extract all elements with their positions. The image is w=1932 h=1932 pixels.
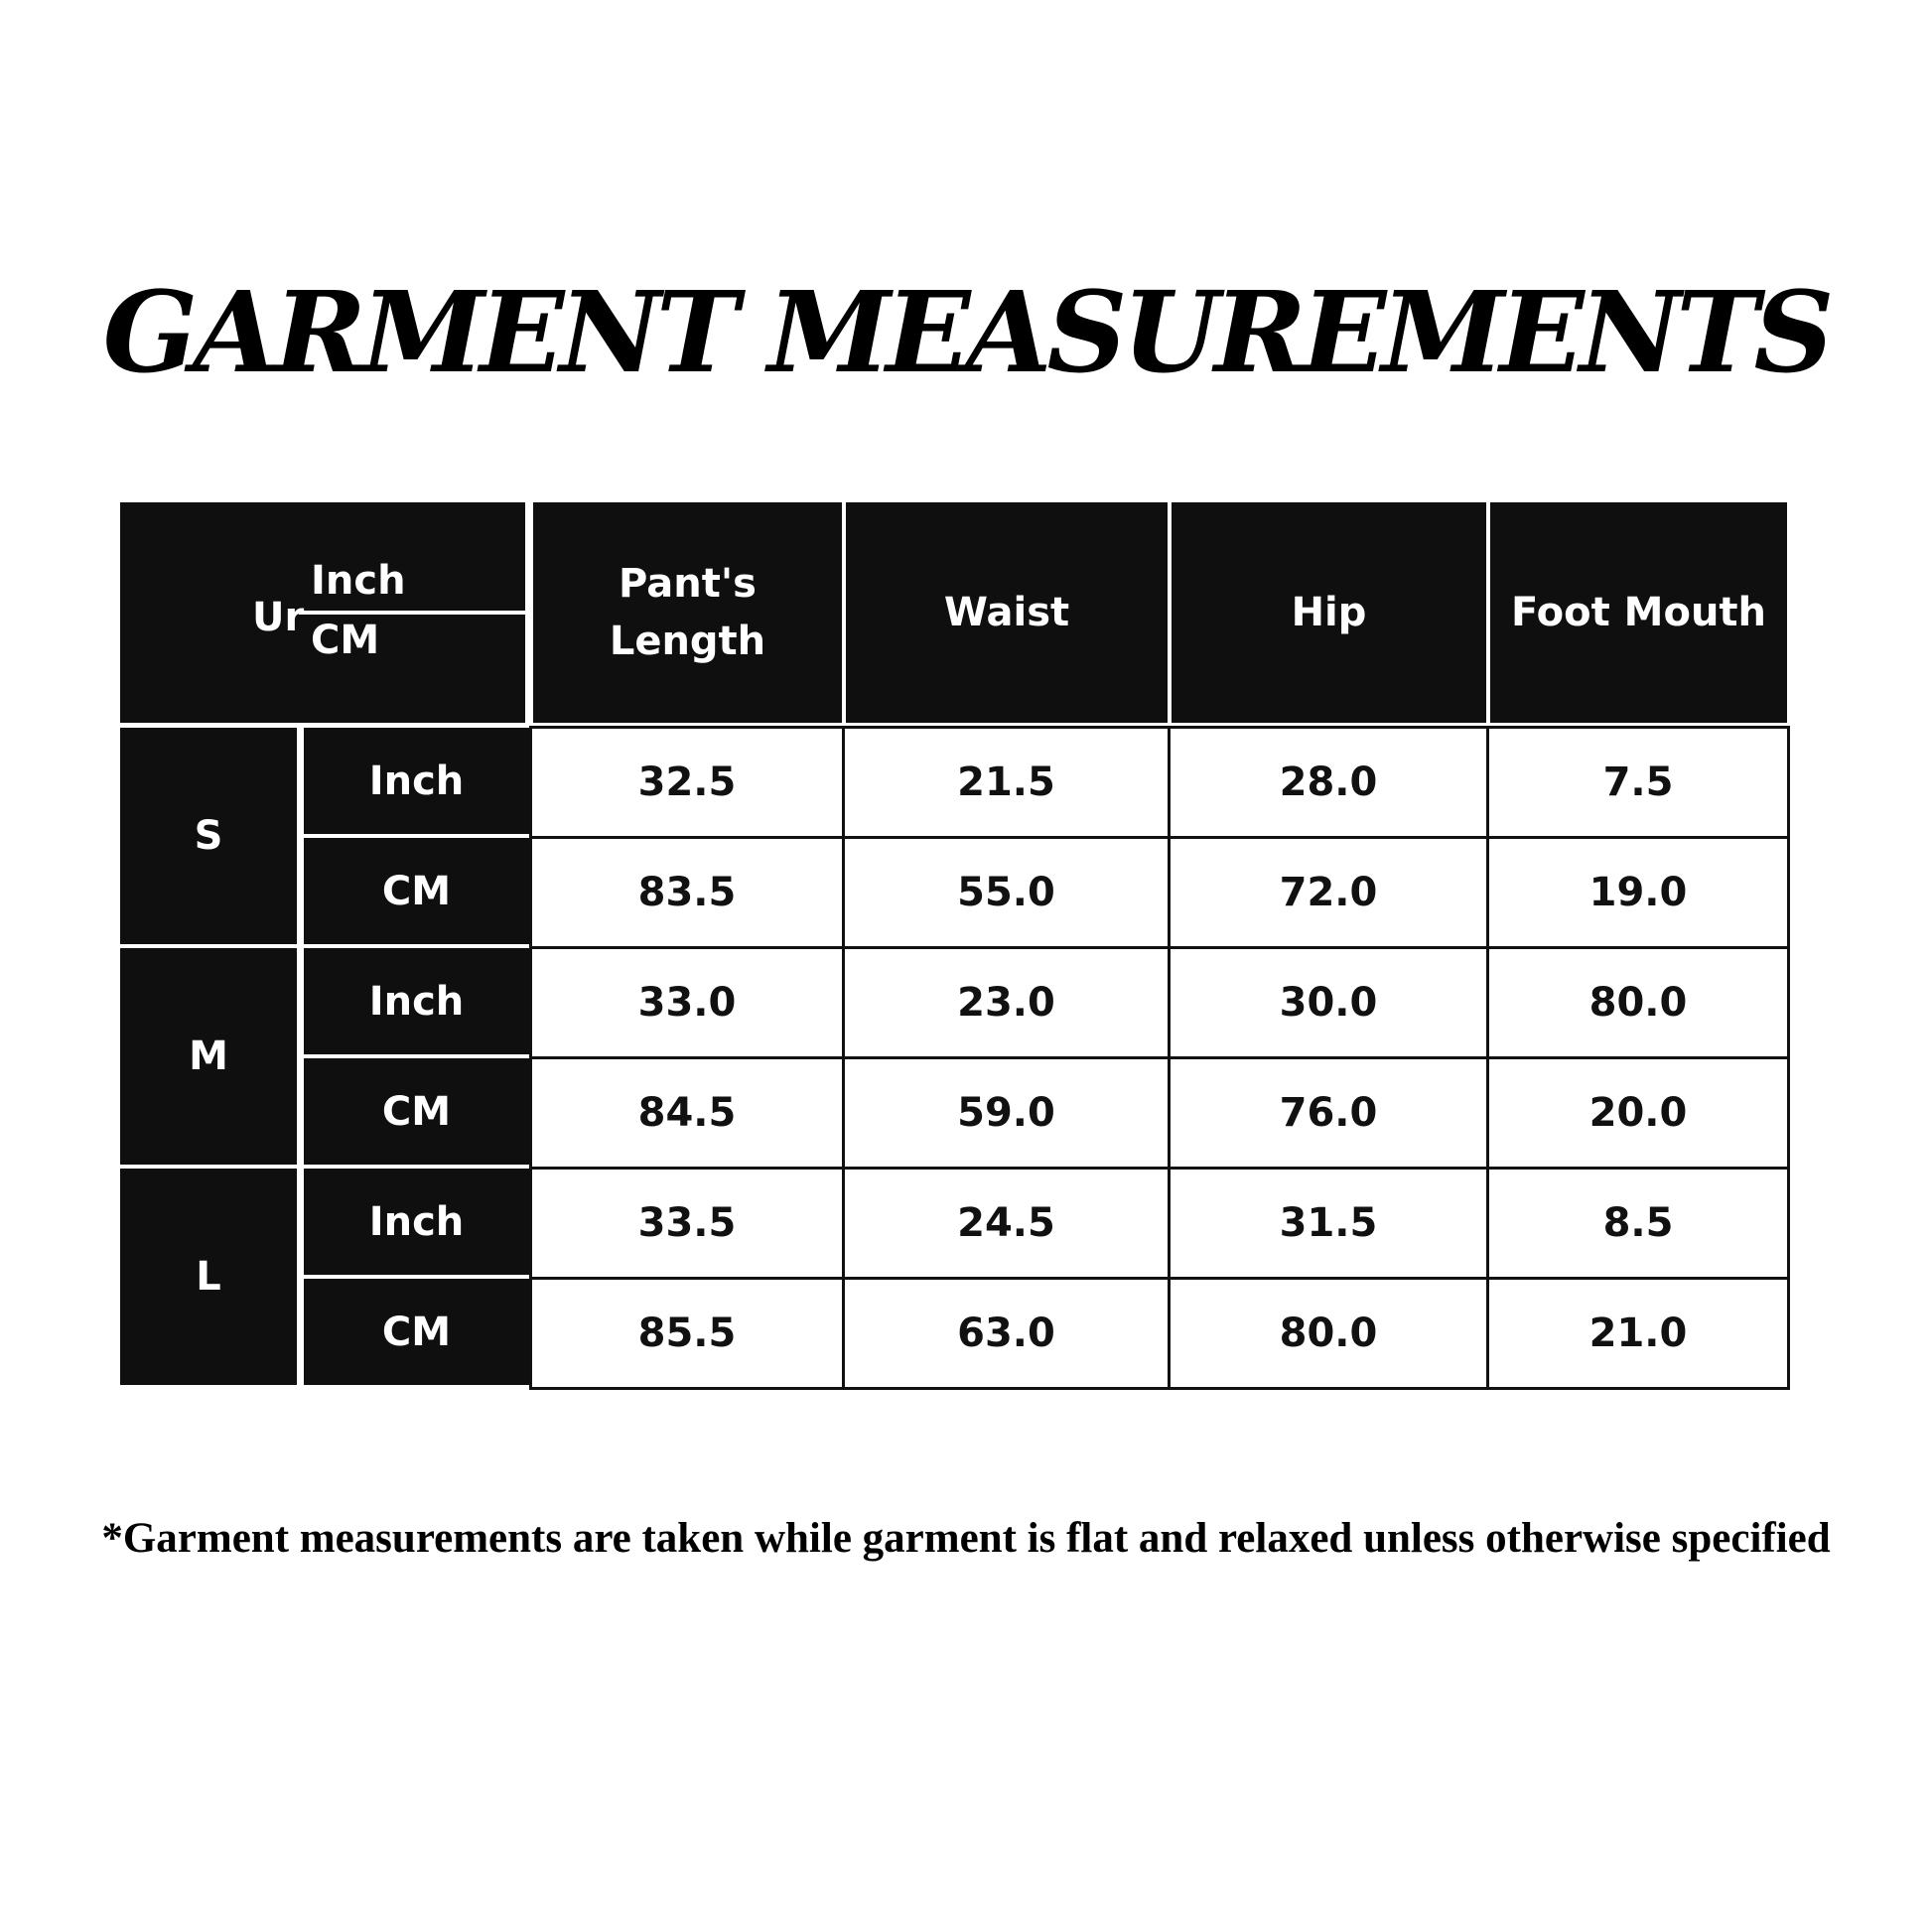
measurement-cell: 19.0 [1486,836,1790,949]
unit-label: CM [304,1279,529,1385]
measurement-cell: 33.5 [529,1167,845,1280]
measurement-cell: 55.0 [842,836,1171,949]
measurement-cell: 8.5 [1486,1167,1790,1280]
column-header: Foot Mouth [1490,502,1787,723]
measurement-cell: 33.0 [529,946,845,1059]
size-label: S [120,728,297,944]
measurement-cell: 76.0 [1168,1056,1489,1170]
measurement-cell: 7.5 [1486,726,1790,839]
measurement-cell: 32.5 [529,726,845,839]
unit-label: Ur [252,595,305,640]
column-header: Pant's Length [533,502,842,723]
measurement-cell: 24.5 [842,1167,1171,1280]
measurement-cell: 84.5 [529,1056,845,1170]
measurement-cell: 21.5 [842,726,1171,839]
measurement-cell: 63.0 [842,1277,1171,1390]
measurement-cell: 59.0 [842,1056,1171,1170]
measurement-cell: 21.0 [1486,1277,1790,1390]
measurement-cell: 80.0 [1168,1277,1489,1390]
measurement-cell: 30.0 [1168,946,1489,1059]
page-title: GARMENT MEASUREMENTS [102,268,1835,398]
column-header: Hip [1172,502,1486,723]
measurement-cell: 31.5 [1168,1167,1489,1280]
measurement-cell: 23.0 [842,946,1171,1059]
footnote: *Garment measurements are taken while ga… [101,1515,1831,1562]
size-label: M [120,948,297,1165]
unit-cm-label: CM [311,618,380,663]
size-label: L [120,1169,297,1385]
measurement-cell: 28.0 [1168,726,1489,839]
measurement-cell: 85.5 [529,1277,845,1390]
column-header: Waist [846,502,1168,723]
unit-inch-label: Inch [311,558,406,604]
unit-label: Inch [304,948,529,1054]
measurement-cell: 83.5 [529,836,845,949]
measurement-cell: 20.0 [1486,1056,1790,1170]
unit-divider [299,611,525,615]
unit-label: Inch [304,728,529,834]
unit-label: CM [304,838,529,944]
unit-header-cell: Ur Inch CM [120,502,525,723]
unit-label: Inch [304,1169,529,1275]
measurement-cell: 80.0 [1486,946,1790,1059]
measurement-cell: 72.0 [1168,836,1489,949]
unit-label: CM [304,1058,529,1165]
